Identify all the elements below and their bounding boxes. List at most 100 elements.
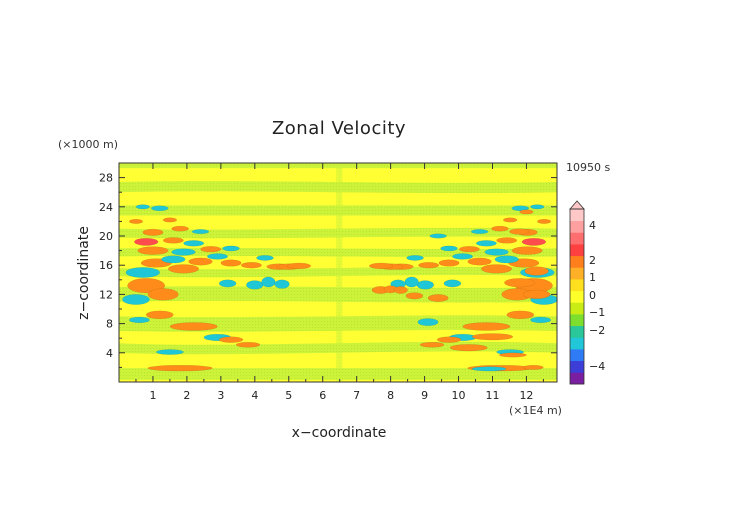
x-tick-label: 11 (485, 389, 499, 402)
positive-anomaly (418, 262, 440, 269)
x-units-label: (×1E4 m) (509, 404, 562, 417)
colorbar-segment (570, 209, 584, 222)
positive-anomaly (522, 364, 544, 370)
negative-anomaly (274, 279, 290, 289)
colorbar-segment (570, 290, 584, 303)
negative-anomaly (416, 280, 434, 290)
positive-anomaly (438, 259, 460, 267)
positive-anomaly (286, 262, 312, 270)
colorbar-segment (570, 302, 584, 315)
positive-anomaly (393, 286, 408, 294)
positive-anomaly (188, 257, 213, 266)
colorbar-segment (570, 244, 584, 257)
x-tick-label: 8 (387, 389, 394, 402)
x-tick-label: 3 (217, 389, 224, 402)
colorbar-segment (570, 232, 584, 245)
positive-anomaly (200, 245, 222, 253)
x-tick-label: 2 (183, 389, 190, 402)
colorbar: 4 2 1 0 −1 −2 −4 (569, 200, 605, 385)
negative-anomaly (161, 255, 186, 264)
negative-anomaly (122, 294, 150, 305)
positive-anomaly (419, 341, 445, 348)
negative-anomaly (128, 316, 150, 324)
negative-anomaly (484, 248, 509, 256)
positive-anomaly (471, 333, 514, 341)
positive-anomaly (449, 344, 488, 352)
x-tick-label: 10 (452, 389, 466, 402)
positive-anomaly (171, 225, 189, 232)
positive-anomaly (524, 266, 549, 276)
colorbar-segment (570, 267, 584, 280)
colorbar-segment (570, 279, 584, 292)
colorbar-segment (570, 220, 584, 233)
negative-anomaly (406, 255, 424, 261)
positive-anomaly (134, 237, 159, 246)
x-tick-label: 1 (149, 389, 156, 402)
positive-anomaly (519, 209, 534, 215)
colorbar-label: −4 (589, 360, 605, 373)
negative-anomaly (135, 204, 150, 210)
negative-anomaly (218, 279, 237, 288)
y-tick-label: 16 (99, 259, 113, 272)
positive-anomaly (218, 336, 244, 343)
positive-anomaly (405, 292, 424, 300)
x-tick-label: 5 (285, 389, 292, 402)
x-tick-label: 4 (251, 389, 258, 402)
positive-anomaly (467, 257, 492, 266)
positive-anomaly (499, 352, 527, 358)
x-tick-label: 7 (353, 389, 360, 402)
positive-anomaly (142, 228, 164, 236)
x-axis-ticks: 1 2 3 4 5 6 7 8 9 10 11 12 (135, 163, 544, 402)
negative-anomaly (440, 245, 458, 252)
positive-anomaly (496, 237, 518, 244)
positive-anomaly (537, 218, 552, 224)
positive-anomaly (458, 245, 480, 253)
negative-anomaly (156, 349, 184, 355)
positive-anomaly (162, 237, 184, 244)
negative-anomaly (256, 255, 274, 261)
colorbar-frame (569, 208, 585, 385)
center-band (336, 163, 343, 382)
plot-area (119, 163, 557, 382)
positive-anomaly (240, 262, 262, 269)
x-tick-label: 9 (421, 389, 428, 402)
chart-title: Zonal Velocity (272, 118, 406, 139)
y-tick-label: 8 (106, 318, 113, 331)
colorbar-label: 4 (589, 219, 596, 232)
positive-anomaly (436, 336, 462, 343)
positive-anomaly (220, 259, 242, 267)
y-axis-ticks: 4 8 12 16 20 24 28 (99, 172, 557, 368)
positive-anomaly (462, 322, 511, 331)
negative-anomaly (125, 267, 160, 278)
positive-anomaly (162, 217, 177, 223)
positive-anomaly (521, 237, 547, 246)
negative-anomaly (530, 204, 545, 210)
positive-anomaly (137, 246, 169, 255)
positive-anomaly (491, 225, 509, 232)
negative-anomaly (530, 316, 552, 324)
x-tick-label: 12 (519, 389, 533, 402)
positive-anomaly (504, 278, 536, 288)
x-tick-label: 6 (319, 389, 326, 402)
positive-anomaly (522, 289, 551, 300)
green-bands (119, 163, 557, 382)
negative-anomaly (207, 253, 228, 260)
positive-anomaly (509, 228, 531, 235)
positive-anomaly (503, 217, 518, 223)
negative-anomaly (452, 253, 474, 260)
negative-anomaly (191, 229, 210, 235)
colorbar-extend-arrow (569, 200, 585, 210)
negative-anomaly (183, 240, 205, 247)
colorbar-label: 2 (589, 254, 596, 267)
negative-anomaly (443, 279, 462, 288)
positive-anomaly (127, 278, 166, 294)
colorbar-segment (570, 255, 584, 268)
positive-anomaly (147, 364, 213, 372)
y-axis-label: z−coordinate (76, 226, 92, 320)
colorbar-segment (570, 349, 584, 362)
negative-anomaly (511, 205, 530, 212)
colorbar-label: 1 (589, 271, 596, 284)
y-tick-label: 4 (106, 347, 113, 360)
positive-anomaly (427, 294, 449, 302)
y-units-label: (×1000 m) (58, 138, 118, 151)
